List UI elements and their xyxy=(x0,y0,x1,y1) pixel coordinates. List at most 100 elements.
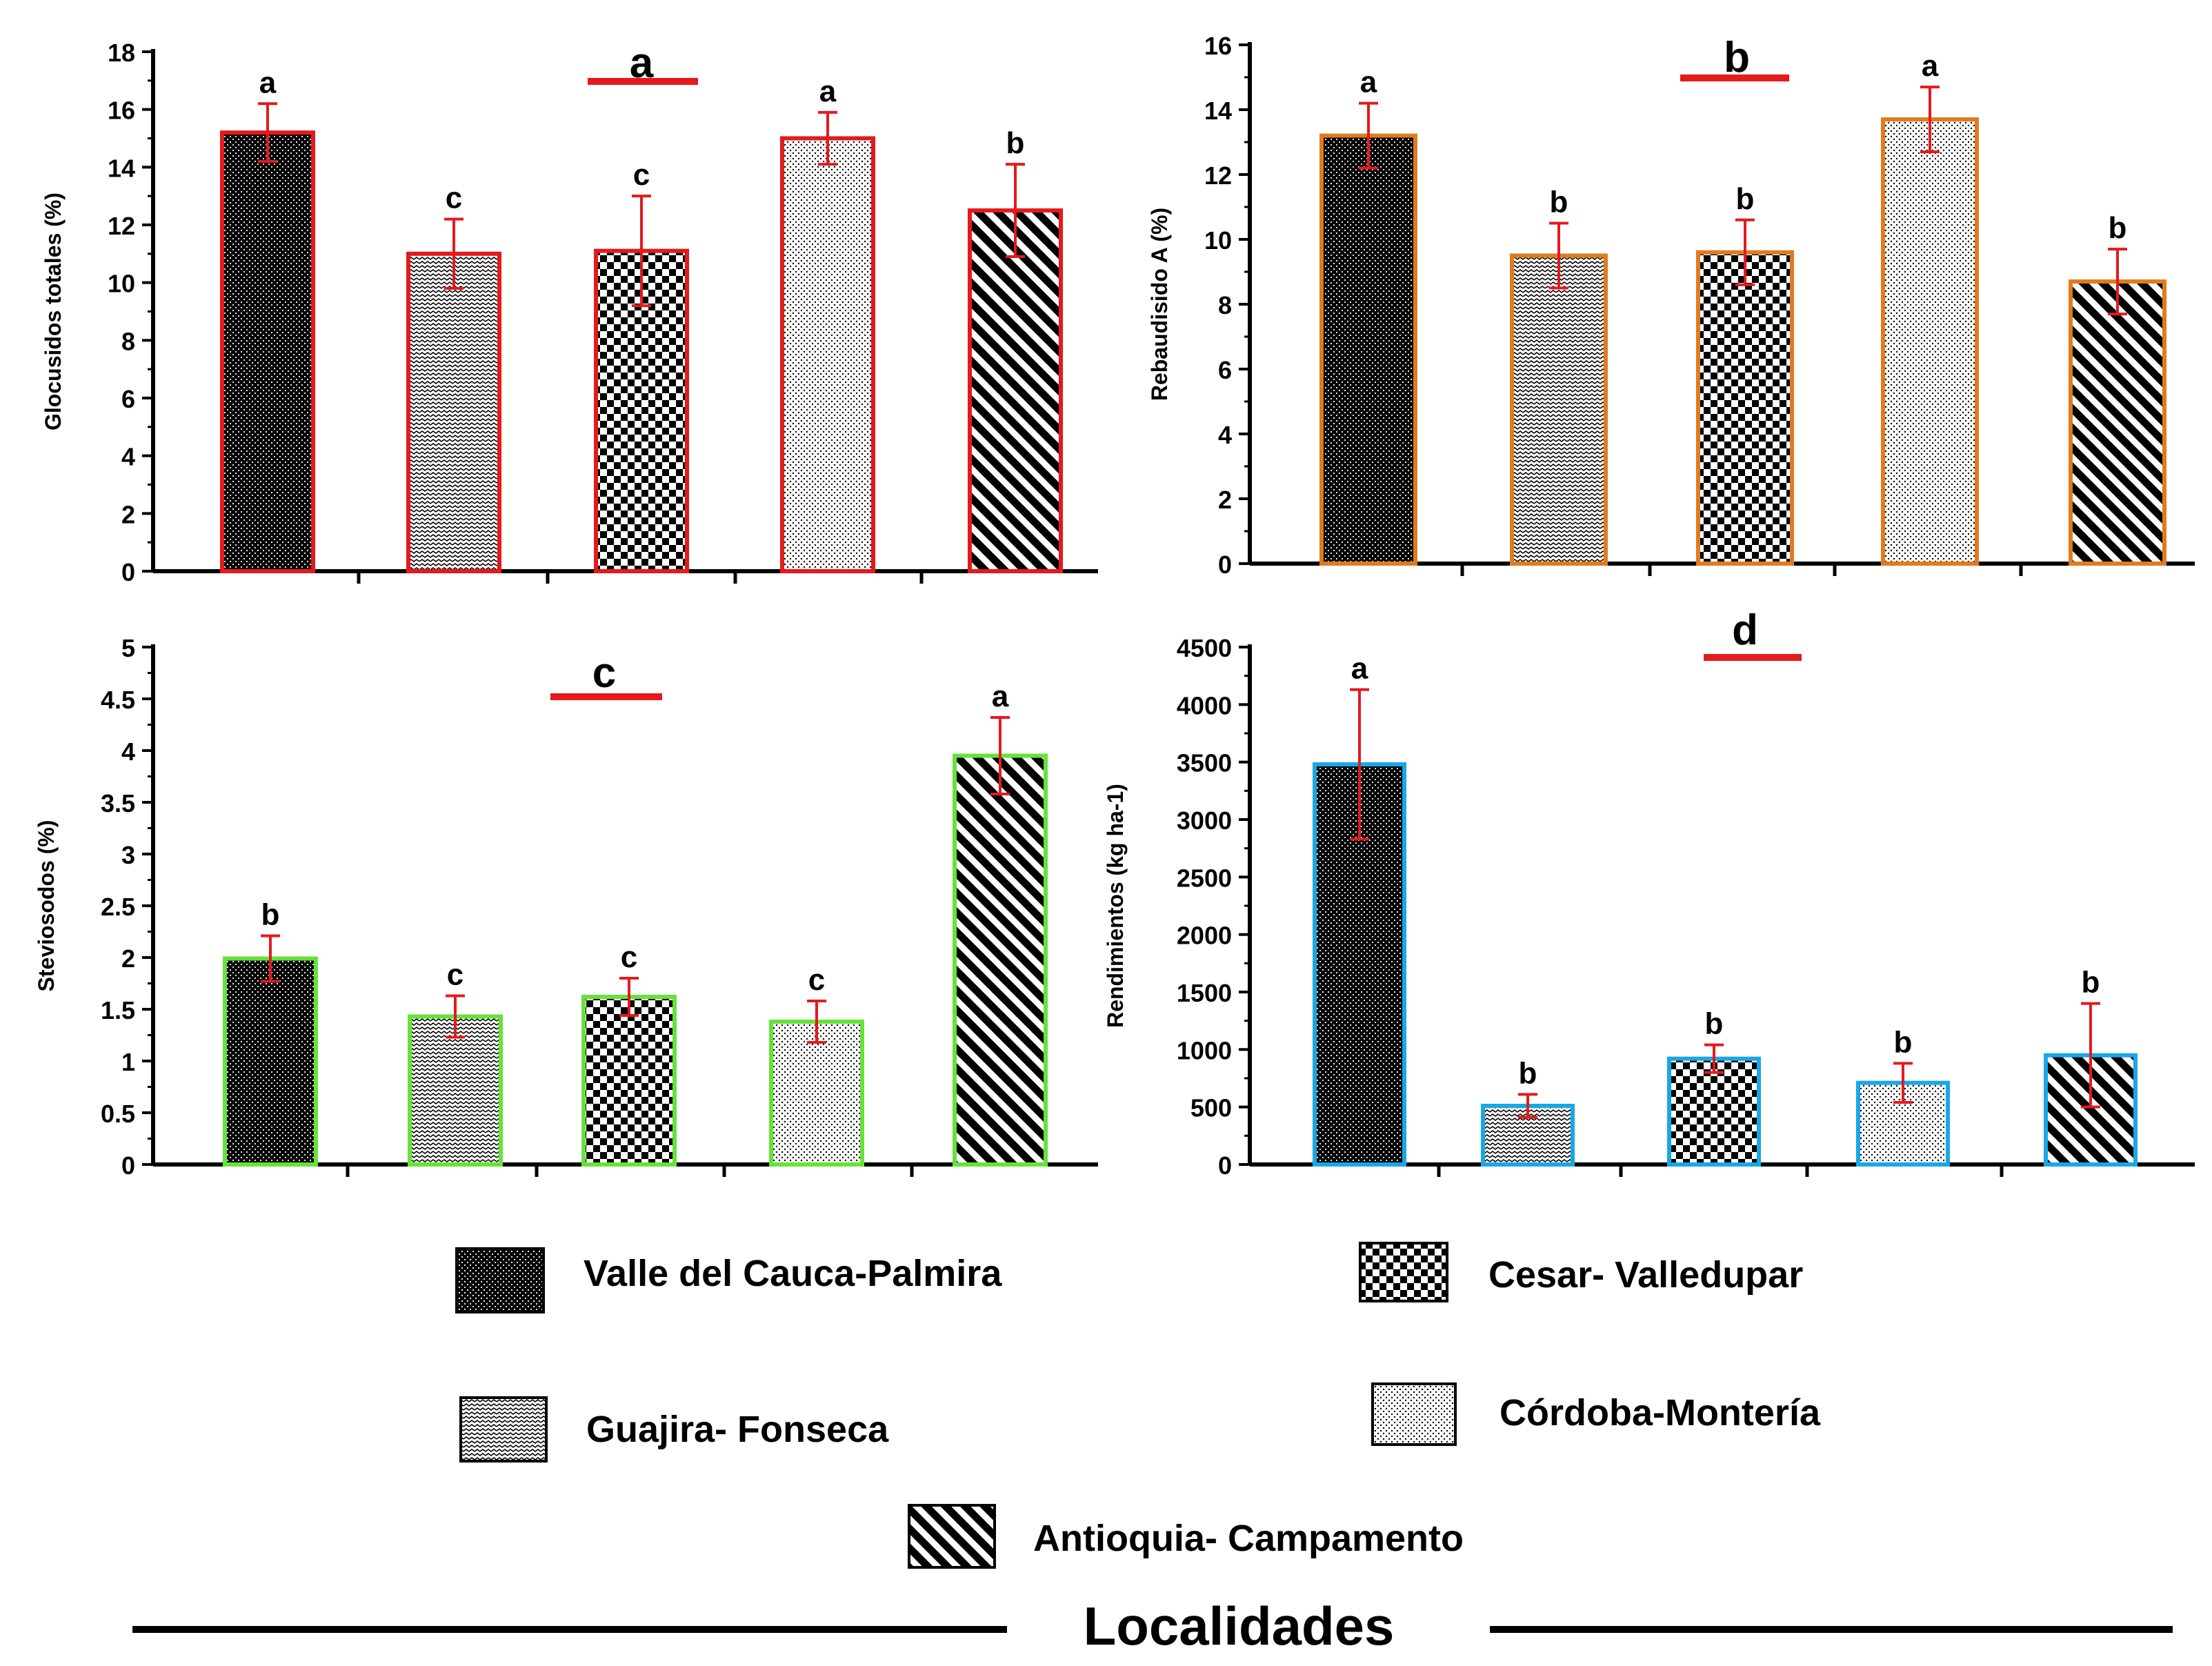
legend-swatch xyxy=(459,1396,548,1462)
y-tick-label: 3 xyxy=(121,841,135,869)
legend-item: Guajira- Fonseca xyxy=(459,1396,889,1462)
bar xyxy=(1696,250,1794,566)
significance-letter: c xyxy=(808,963,825,997)
y-tick-label: 10 xyxy=(108,270,135,298)
significance-letter: b xyxy=(1550,186,1568,219)
y-tick-label: 2.5 xyxy=(101,893,135,921)
bar xyxy=(223,956,318,1167)
y-tick-label: 10 xyxy=(1204,226,1232,255)
bar xyxy=(581,995,677,1167)
y-tick-label: 0 xyxy=(1218,1151,1232,1180)
y-axis-label: Rendimientos (kg ha-1) xyxy=(1103,784,1128,1028)
significance-letter: b xyxy=(1006,126,1025,160)
significance-letter: b xyxy=(261,898,280,932)
y-tick-label: 1.5 xyxy=(101,996,135,1024)
significance-letter: b xyxy=(1894,1025,1913,1059)
bar xyxy=(968,208,1063,574)
y-tick-label: 0.5 xyxy=(101,1100,135,1128)
y-tick-label: 6 xyxy=(121,385,135,413)
y-tick-label: 14 xyxy=(1204,97,1232,125)
legend-item: Córdoba-Montería xyxy=(1371,1382,1821,1446)
y-tick-label: 8 xyxy=(1218,291,1232,319)
significance-letter: c xyxy=(621,940,637,974)
significance-letter: b xyxy=(1519,1056,1537,1090)
bar xyxy=(953,753,1048,1167)
legend-item: Valle del Cauca-Palmira xyxy=(455,1247,1002,1313)
y-tick-label: 4 xyxy=(121,737,135,766)
chart-panel-b: 0 2 4 6 8 10 12 14 16 Rebaudisido A (%) b a b b a b xyxy=(1147,32,2195,579)
y-tick-label: 0 xyxy=(121,558,135,586)
chart-panel-d: 0 500 1000 1500 2000 2500 3000 3500 4000 4500 Rend… xyxy=(1103,606,2195,1180)
panel-title: c xyxy=(592,649,616,697)
y-tick-label: 4 xyxy=(1218,421,1232,449)
y-tick-label: 16 xyxy=(1204,32,1232,60)
significance-letter: a xyxy=(992,680,1009,713)
bar xyxy=(1667,1056,1761,1167)
y-tick-label: 3000 xyxy=(1177,806,1232,835)
bar xyxy=(1510,253,1608,566)
legend-label: Antioquia- Campamento xyxy=(1033,1518,1464,1559)
y-tick-label: 14 xyxy=(108,154,135,182)
y-tick-label: 2 xyxy=(1218,486,1232,514)
y-tick-label: 0 xyxy=(1218,551,1232,579)
panel-title: d xyxy=(1732,606,1758,654)
y-tick-label: 12 xyxy=(108,212,135,240)
y-axis-label: Glocusidos totales (%) xyxy=(41,192,66,430)
y-tick-label: 4.5 xyxy=(101,686,135,714)
y-tick-label: 12 xyxy=(1204,161,1232,190)
y-tick-label: 16 xyxy=(108,97,135,125)
y-tick-label: 0 xyxy=(121,1151,135,1180)
legend-item: Antioquia- Campamento xyxy=(908,1504,1464,1569)
bar xyxy=(406,251,501,573)
y-axis-label: Rebaudisido A (%) xyxy=(1147,208,1172,401)
bar xyxy=(1881,117,1979,566)
legend-swatch xyxy=(908,1504,996,1569)
significance-letter: a xyxy=(1360,66,1377,99)
significance-letter: c xyxy=(447,958,464,992)
y-tick-label: 18 xyxy=(108,39,135,67)
y-tick-label: 2500 xyxy=(1177,864,1232,892)
bar xyxy=(769,1020,864,1167)
legend-label: Valle del Cauca-Palmira xyxy=(584,1253,1002,1294)
chart-panel-a: 0 2 4 6 8 10 12 14 16 18 Glocusidos totales (%) a a c… xyxy=(41,39,1098,586)
bar xyxy=(780,136,875,573)
significance-letter: b xyxy=(2109,211,2127,245)
bar xyxy=(1319,133,1417,566)
panel-title: b xyxy=(1724,34,1750,81)
legend-swatch xyxy=(1371,1382,1457,1446)
legend-item: Cesar- Valledupar xyxy=(1359,1242,1803,1302)
legend-swatch xyxy=(1359,1242,1448,1302)
y-tick-label: 2000 xyxy=(1177,922,1232,950)
footer-label: Localidades xyxy=(1084,1596,1395,1656)
y-tick-label: 4500 xyxy=(1177,634,1232,662)
y-tick-label: 6 xyxy=(1218,356,1232,384)
y-tick-label: 1500 xyxy=(1177,979,1232,1007)
y-tick-label: 500 xyxy=(1190,1094,1232,1122)
y-tick-label: 3.5 xyxy=(101,789,135,817)
legend-label: Cesar- Valledupar xyxy=(1488,1254,1803,1296)
bar xyxy=(220,130,315,573)
significance-letter: a xyxy=(1351,652,1368,686)
significance-letter: b xyxy=(2082,966,2100,1000)
significance-letter: a xyxy=(819,75,837,108)
y-tick-label: 2 xyxy=(121,500,135,528)
y-tick-label: 8 xyxy=(121,327,135,355)
y-tick-label: 1000 xyxy=(1177,1036,1232,1064)
bar xyxy=(408,1014,503,1167)
legend: Valle del Cauca-Palmira Cesar- Valledupa… xyxy=(132,1242,2173,1656)
y-tick-label: 3500 xyxy=(1177,749,1232,777)
significance-letter: b xyxy=(1736,182,1755,216)
significance-letter: a xyxy=(259,66,277,99)
legend-label: Córdoba-Montería xyxy=(1499,1392,1821,1434)
bar xyxy=(2069,279,2166,566)
y-tick-label: 2 xyxy=(121,944,135,973)
y-tick-label: 1 xyxy=(121,1048,135,1076)
legend-swatch xyxy=(455,1247,545,1313)
y-tick-label: 4000 xyxy=(1177,691,1232,720)
significance-letter: c xyxy=(633,158,650,192)
significance-letter: c xyxy=(446,181,462,215)
y-tick-label: 5 xyxy=(121,634,135,662)
significance-letter: a xyxy=(1922,49,1939,83)
